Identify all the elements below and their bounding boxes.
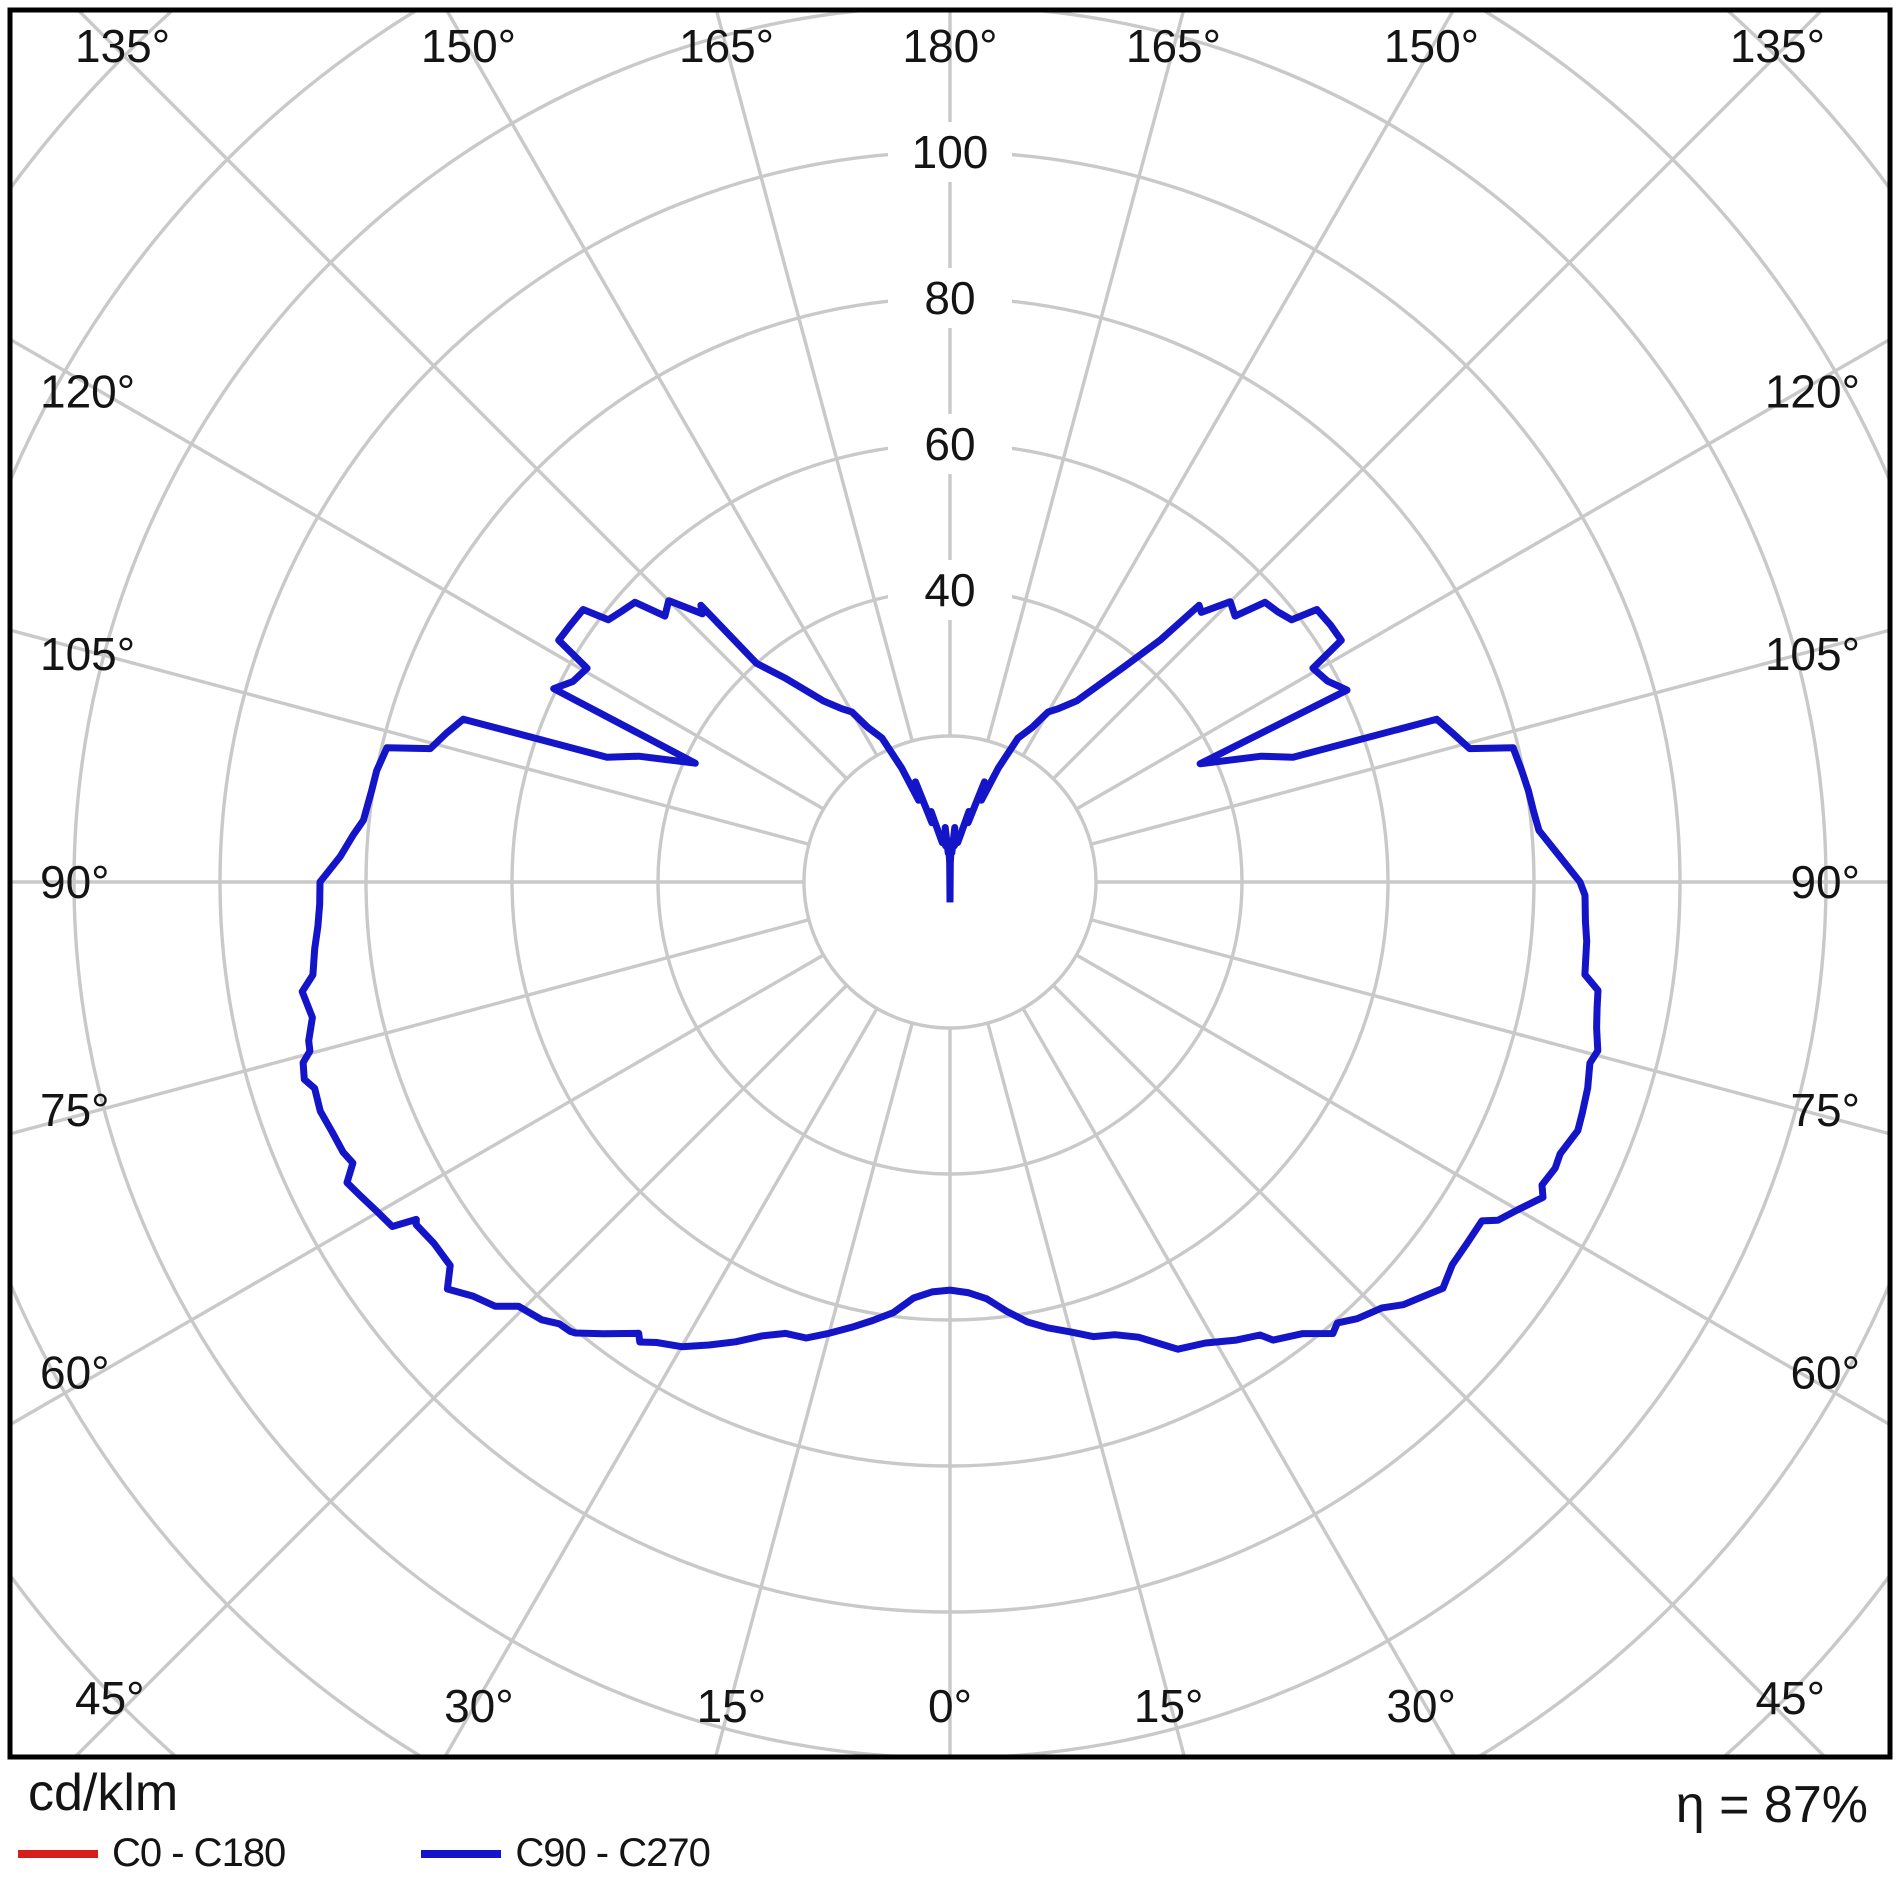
angle-label: 30° [1386,1680,1456,1732]
angle-label: 165° [679,20,774,72]
angle-label: 120° [40,365,135,417]
angle-label: 120° [1765,365,1860,417]
curve-c90-c270 [298,597,1602,1353]
angle-label: 0° [928,1680,972,1732]
angle-label: 60° [40,1347,110,1399]
angle-label: 105° [1765,628,1860,680]
angle-label: 45° [75,1672,145,1724]
radial-tick-label: 80 [924,272,975,324]
efficiency-label: η = 87% [1675,1776,1868,1834]
chart-footer: cd/klm C0 - C180 C90 - C270 η = 87% [0,1757,1900,1900]
radial-tick-label: 100 [912,126,989,178]
angle-label: 90° [1790,856,1860,908]
legend-swatch-c90-icon [421,1849,502,1858]
angle-label: 75° [1790,1084,1860,1136]
legend-swatch-c0-icon [18,1849,98,1858]
angle-labels: 0° 15° 15° 30° 30° 45° 45° 60° 60° 75° 75° 90° 90° 10… [40,20,1860,1732]
radial-tick-label: 60 [924,418,975,470]
legend-item-c0: C0 - C180 [18,1831,286,1876]
angle-label: 180° [902,20,997,72]
angle-label: 75° [40,1084,110,1136]
legend-label-c90: C90 - C270 [515,1831,711,1875]
angle-label: 60° [1790,1347,1860,1399]
angle-label: 150° [1384,20,1479,72]
angle-label: 45° [1755,1672,1825,1724]
angle-label: 90° [40,856,110,908]
angle-label: 135° [1730,20,1825,72]
angle-label: 165° [1126,20,1221,72]
plot-frame [7,7,1893,1760]
angle-label: 105° [40,628,135,680]
angle-label: 15° [1134,1680,1204,1732]
radial-tick-label: 40 [924,564,975,616]
legend-item-c90: C90 - C270 [421,1831,711,1876]
angle-label: 15° [697,1680,767,1732]
angle-label: 150° [421,20,516,72]
angle-label: 30° [444,1680,514,1732]
legend: C0 - C180 C90 - C270 [18,1831,711,1876]
angle-label: 135° [75,20,170,72]
units-label: cd/klm [28,1764,179,1822]
radial-tick-labels: 40 60 80 100 [888,122,1012,620]
legend-label-c0: C0 - C180 [112,1831,286,1875]
